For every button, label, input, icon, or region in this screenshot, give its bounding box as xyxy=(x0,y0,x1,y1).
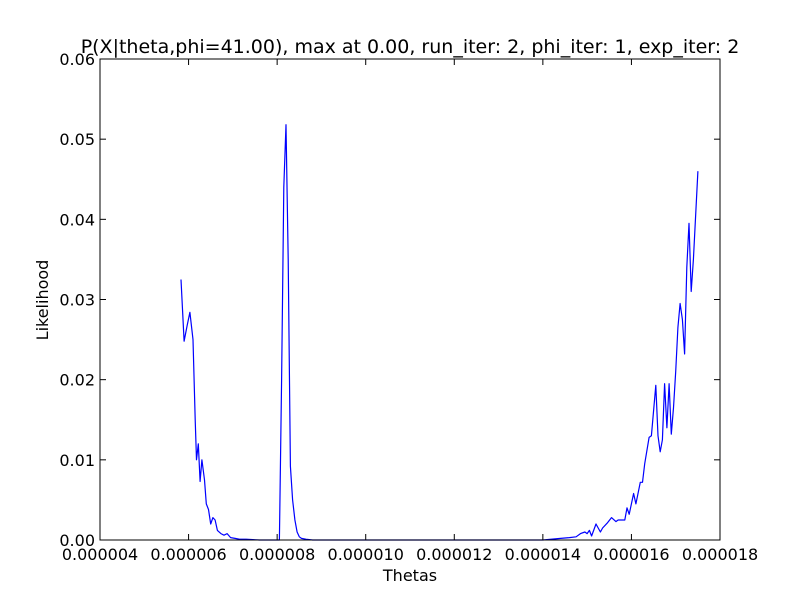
y-tick-label: 0.00 xyxy=(59,531,95,550)
x-tick-label: 0.000006 xyxy=(150,545,226,564)
x-tick-label: 0.000004 xyxy=(62,545,138,564)
chart-title: P(X|theta,phi=41.00), max at 0.00, run_i… xyxy=(81,36,740,58)
x-tick-label: 0.000016 xyxy=(593,545,669,564)
y-tick-label: 0.02 xyxy=(59,371,95,390)
x-axis-ticks: 0.000004 0.000006 0.000008 0.000010 0.000012… xyxy=(62,59,758,564)
x-tick-label: 0.000012 xyxy=(416,545,492,564)
series-line xyxy=(180,124,699,541)
y-tick-label: 0.03 xyxy=(59,291,95,310)
x-axis-label: Thetas xyxy=(382,566,437,585)
y-axis-label: Likelihood xyxy=(33,260,52,341)
x-tick-label: 0.000018 xyxy=(682,545,758,564)
y-axis-ticks: 0.00 0.01 0.02 0.03 0.04 0.05 0.06 xyxy=(59,50,720,550)
y-tick-label: 0.01 xyxy=(59,451,95,470)
x-tick-label: 0.000008 xyxy=(239,545,315,564)
x-tick-label: 0.000010 xyxy=(328,545,404,564)
plot-lines xyxy=(180,124,699,541)
y-tick-label: 0.06 xyxy=(59,50,95,69)
x-tick-label: 0.000014 xyxy=(505,545,581,564)
y-tick-label: 0.04 xyxy=(59,210,95,229)
y-tick-label: 0.05 xyxy=(59,130,95,149)
